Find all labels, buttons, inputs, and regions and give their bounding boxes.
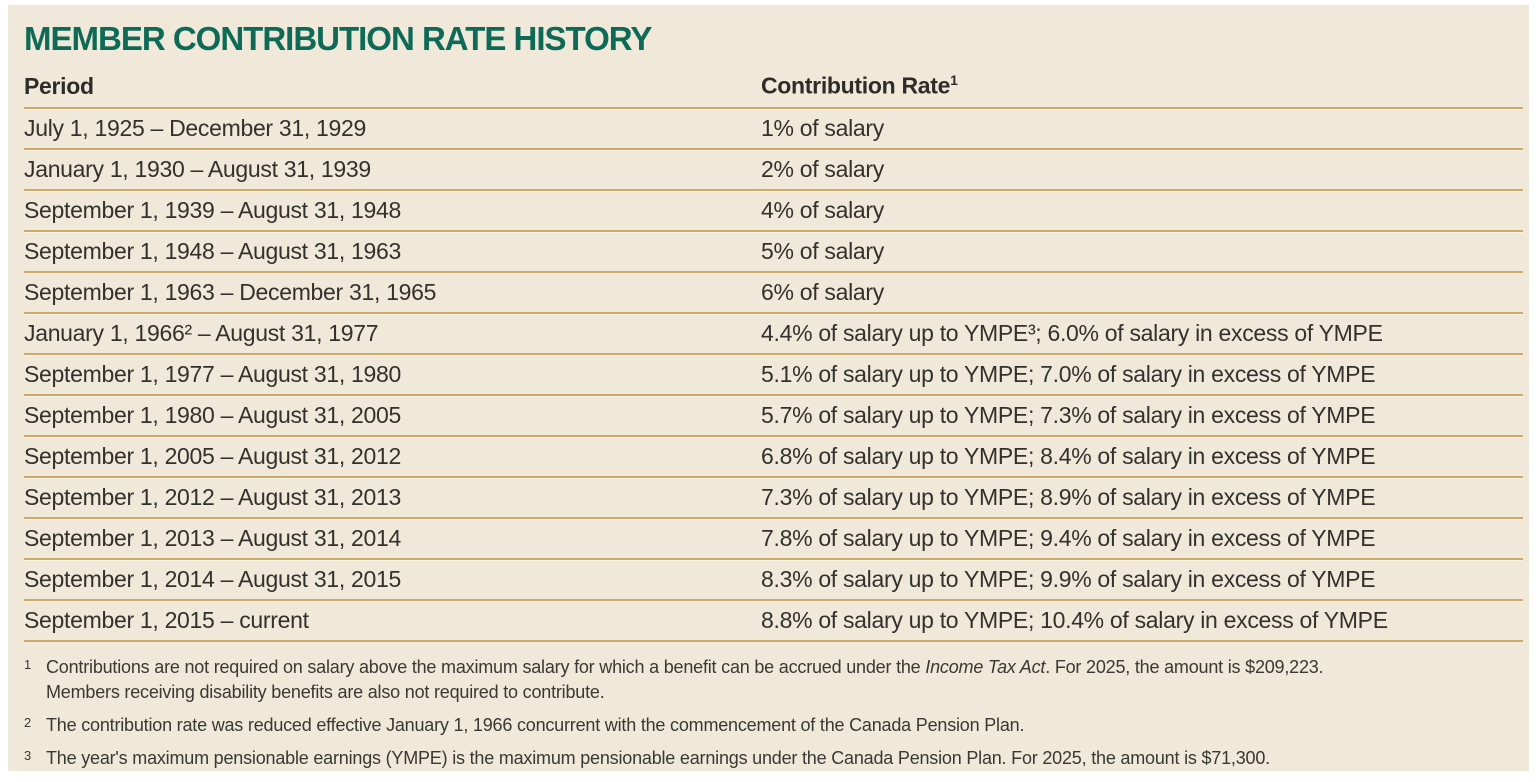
period-cell: September 1, 2015 – current [24,607,309,633]
table-row: September 1, 2015 – current 8.8% of sala… [24,599,1523,640]
rate-cell: 5% of salary [761,238,884,264]
panel-title: MEMBER CONTRIBUTION RATE HISTORY [24,20,652,57]
rate-cell: 8.3% of salary up to YMPE; 9.9% of salar… [761,566,1376,592]
footnote-2: 2 The contribution rate was reduced effe… [24,713,1523,738]
table-row: September 1, 2005 – August 31, 2012 6.8%… [24,435,1523,476]
table-row: September 1, 1948 – August 31, 1963 5% o… [24,230,1523,271]
table-header-row: Period Contribution Rate1 [24,58,1523,107]
table-row: July 1, 1925 – December 31, 1929 1% of s… [24,107,1523,148]
period-cell: September 1, 2014 – August 31, 2015 [24,566,401,592]
table-row: January 1, 1966² – August 31, 1977 4.4% … [24,312,1523,353]
footnote-1-line2: Members receiving disability benefits ar… [46,682,605,702]
period-cell: July 1, 1925 – December 31, 1929 [24,115,367,141]
period-cell: September 1, 1963 – December 31, 1965 [24,279,437,305]
rate-cell: 6.8% of salary up to YMPE; 8.4% of salar… [761,443,1376,469]
rate-cell: 4.4% of salary up to YMPE³; 6.0% of sala… [761,320,1383,346]
table-row: September 1, 2012 – August 31, 2013 7.3%… [24,476,1523,517]
footnote-1-text: Contributions are not required on salary… [46,655,1523,705]
rate-footnote-marker: 1 [950,72,958,89]
rate-cell: 5.1% of salary up to YMPE; 7.0% of salar… [761,361,1376,387]
table-row: September 1, 1980 – August 31, 2005 5.7%… [24,394,1523,435]
period-cell: September 1, 2005 – August 31, 2012 [24,443,401,469]
rate-cell: 2% of salary [761,156,884,182]
member-contribution-rate-panel: MEMBER CONTRIBUTION RATE HISTORY Period … [8,5,1529,771]
rate-cell: 4% of salary [761,197,884,223]
rate-cell: 5.7% of salary up to YMPE; 7.3% of salar… [761,402,1376,428]
rate-cell: 8.8% of salary up to YMPE; 10.4% of sala… [761,607,1388,633]
footnote-1-italic: Income Tax Act [925,657,1046,677]
table-row: September 1, 1977 – August 31, 1980 5.1%… [24,353,1523,394]
table-row: September 1, 1963 – December 31, 1965 6%… [24,271,1523,312]
period-cell: September 1, 1939 – August 31, 1948 [24,197,401,223]
footnote-3-marker: 3 [24,748,32,763]
rate-history-table: July 1, 1925 – December 31, 1929 1% of s… [24,107,1523,642]
footnote-2-text: The contribution rate was reduced effect… [46,715,1025,735]
period-cell: January 1, 1966² – August 31, 1977 [24,320,379,346]
rate-cell: 6% of salary [761,279,884,305]
rate-cell: 1% of salary [761,115,884,141]
table-row: September 1, 2014 – August 31, 2015 8.3%… [24,558,1523,599]
column-header-contribution-rate: Contribution Rate1 [761,72,1523,100]
period-cell: September 1, 1948 – August 31, 1963 [24,238,401,264]
period-cell: September 1, 2013 – August 31, 2014 [24,525,401,551]
footnote-1-text-b: . For 2025, the amount is $209,223. [1045,657,1324,677]
period-cell: September 1, 1977 – August 31, 1980 [24,361,401,387]
column-header-rate-label: Contribution Rate [761,73,951,99]
footnote-1-marker: 1 [24,657,32,672]
period-cell: September 1, 1980 – August 31, 2005 [24,402,401,428]
period-cell: September 1, 2012 – August 31, 2013 [24,484,401,510]
period-cell: January 1, 1930 – August 31, 1939 [24,156,371,182]
table-row: January 1, 1930 – August 31, 1939 2% of … [24,148,1523,189]
column-header-period: Period [24,73,94,99]
footnote-3: 3 The year's maximum pensionable earning… [24,746,1523,771]
table-row: September 1, 2013 – August 31, 2014 7.8%… [24,517,1523,558]
footnote-1: 1 Contributions are not required on sala… [24,655,1523,705]
footnote-1-text-a: Contributions are not required on salary… [46,657,926,677]
footnote-2-marker: 2 [24,715,32,730]
rate-cell: 7.3% of salary up to YMPE; 8.9% of salar… [761,484,1376,510]
table-row: September 1, 1939 – August 31, 1948 4% o… [24,189,1523,230]
rate-cell: 7.8% of salary up to YMPE; 9.4% of salar… [761,525,1376,551]
footnotes-section: 1 Contributions are not required on sala… [24,655,1523,771]
footnote-3-text: The year's maximum pensionable earnings … [46,748,1270,768]
